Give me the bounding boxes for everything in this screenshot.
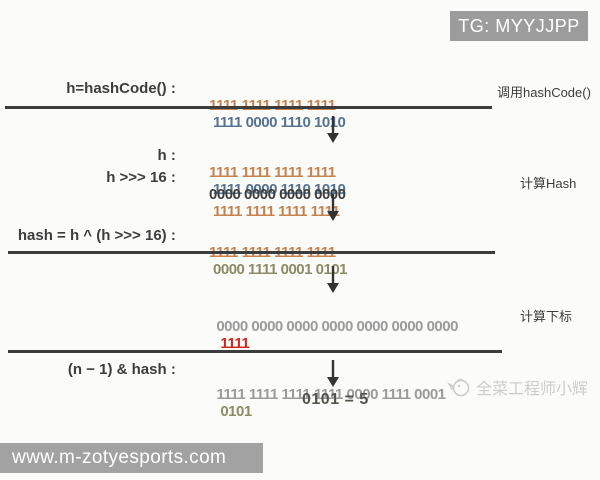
mask-line: 0000 0000 0000 0000 0000 0000 0000 1111 [187, 301, 458, 369]
bits-result: 0000 1111 0001 0101 [213, 261, 348, 278]
bits-low: 1111 0000 1110 1010 [213, 114, 346, 131]
index-mask-label: (n − 1) & hash : [67, 360, 180, 378]
result-value: 0101 = 5 [302, 391, 369, 408]
hash-line: 1111 1111 1111 1111 0000 1111 0001 0101 [187, 369, 458, 437]
divider-line [8, 350, 502, 353]
side-label-compute-index: 计算下标 [520, 309, 573, 324]
bits-zero: 0000 0000 0000 0000 [209, 186, 346, 203]
down-arrow-icon [327, 360, 339, 387]
down-arrow-icon [327, 116, 339, 143]
footer-url-bar: www.m-zotyesports.com [0, 443, 263, 473]
bird-icon [447, 378, 470, 397]
row-h: h : 1111 1111 1111 1111 1111 0000 1110 1… [0, 147, 346, 215]
hashcode-bits: 1111 1111 1111 1111 1111 0000 1110 1010 [187, 80, 346, 148]
bits-mask-red: 1111 [220, 335, 250, 352]
bits-high: 1111 1111 1111 1111 [209, 97, 336, 114]
h-label: h : [157, 147, 180, 164]
row-index-mask: (n − 1) & hash : 0000 0000 0000 0000 000… [0, 301, 459, 437]
down-arrow-icon [327, 194, 339, 221]
row-hash-xor: hash = h ^ (h >>> 16) : 1111 1111 1111 1… [0, 227, 348, 295]
h-bits: 1111 1111 1111 1111 1111 0000 1110 1010 [187, 147, 346, 215]
tg-badge: TG: MYYJJPP [450, 11, 588, 41]
hash-xor-bits: 1111 1111 1111 1111 0000 1111 0001 0101 [187, 227, 348, 295]
bits-mask-gray: 0000 0000 0000 0000 0000 0000 0000 [216, 318, 458, 335]
bits-high: 1111 1111 1111 1111 [213, 203, 340, 220]
watermark-text: 全菜工程师小辉 [476, 381, 589, 398]
row-hashcode: h=hashCode() : 1111 1111 1111 1111 1111 … [0, 80, 346, 148]
side-label-compute-hash: 计算Hash [520, 176, 577, 191]
hash-xor-label: hash = h ^ (h >>> 16) : [17, 227, 180, 244]
bits-hash-olive: 0101 [220, 403, 252, 420]
divider-line [8, 251, 495, 254]
side-label-call-hashcode: 调用hashCode() [497, 85, 591, 100]
index-mask-bits: 0000 0000 0000 0000 0000 0000 0000 1111 … [187, 301, 458, 437]
bits-low: 1111 0000 1110 1010 [213, 181, 346, 198]
bits-hash-gray: 1111 1111 1111 1111 0000 1111 0001 [216, 386, 446, 403]
down-arrow-icon [327, 266, 339, 293]
hashcode-label: h=hashCode() : [66, 80, 180, 97]
bits-high: 1111 1111 1111 1111 [209, 164, 336, 181]
divider-line [5, 106, 492, 109]
watermark: 全菜工程师小辉 [447, 375, 588, 399]
shift16-label: h >>> 16 : [106, 169, 180, 186]
